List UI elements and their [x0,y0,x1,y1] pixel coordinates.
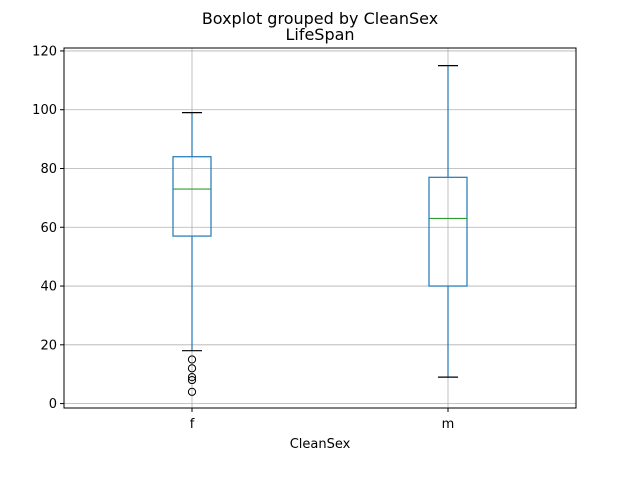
iqr-box [172,156,212,237]
y-tick-label: 120 [32,44,57,59]
y-tick-label: 20 [40,338,57,353]
y-tick-label: 60 [40,221,57,236]
x-tick-label-m: m [442,417,455,432]
plot-area-frame [63,47,577,409]
box-group-f [172,112,212,396]
box-group-m [428,65,468,378]
y-tick-label: 100 [32,103,57,118]
outlier-point [187,375,197,385]
outlier-point [187,355,197,364]
outlier-point [187,387,197,396]
outlier-point [187,373,197,382]
outlier-point [187,364,197,373]
x-tick-label-f: f [190,417,195,432]
x-axis-label: CleanSex [290,437,351,452]
grid-layer [64,48,576,408]
y-tick-label: 80 [40,162,57,177]
box-layer [172,65,468,396]
y-tick-label: 40 [40,280,57,295]
chart-suptitle: Boxplot grouped by CleanSex [202,9,438,28]
iqr-box [428,176,468,287]
chart-title: LifeSpan [285,25,354,44]
tick-layer: 0 20 40 60 80 100 120 f m [32,44,454,432]
y-tick-label: 0 [49,397,57,412]
